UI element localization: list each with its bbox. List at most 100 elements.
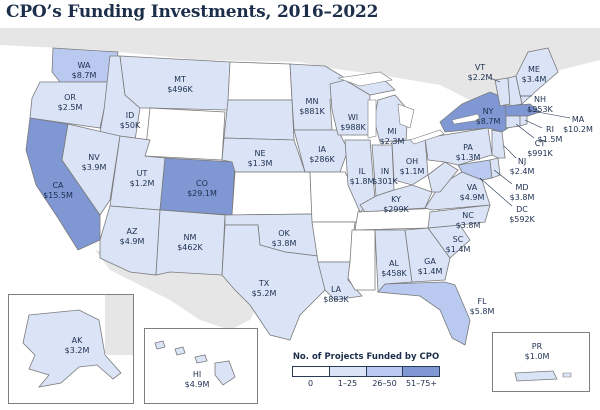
legend-swatch-0 [293, 367, 330, 376]
state-SD [223, 99, 295, 141]
label-NJ: NJ $2.4M [510, 157, 535, 176]
state-TX [221, 224, 326, 341]
legend-label-1: 1–25 [337, 379, 358, 388]
hawaii-map: HI $4.9M [154, 340, 236, 389]
legend-swatch-1 [329, 367, 367, 376]
leader-CT [515, 123, 535, 139]
alaska-inset: AK $3.2M [8, 294, 134, 404]
state-HI-maui [194, 354, 208, 364]
label-SC: SC $1.4M [446, 235, 471, 254]
label-CO: CO $29.1M [187, 179, 217, 198]
hawaii-inset: HI $4.9M [144, 328, 258, 404]
label-WA: WA $8.7M [72, 61, 97, 80]
leader-VT [489, 77, 501, 83]
label-CA: CA $15.5M [43, 181, 73, 200]
label-DC: DC $592K [509, 205, 535, 224]
label-MT: MT $496K [167, 75, 193, 94]
state-AR [311, 221, 356, 263]
puerto-rico-inset: PR $1.0M [492, 332, 590, 392]
label-NM: NM $462K [177, 233, 203, 252]
label-IL: IL $1.8M [350, 167, 375, 186]
legend-bar [292, 366, 440, 377]
label-WI: WI $988K [340, 113, 366, 132]
lake-erie [409, 129, 445, 145]
leader-MA [526, 109, 571, 119]
state-MN [289, 63, 346, 131]
state-HI-kauai [154, 340, 166, 350]
legend-title: No. of Projects Funded by CPO [292, 352, 440, 362]
label-OH: OH $1.1M [400, 157, 425, 176]
label-RI: RI $1.5M [538, 125, 563, 144]
state-NV [61, 123, 121, 216]
lake-michigan [367, 99, 377, 139]
legend-label-0: 0 [307, 379, 314, 388]
label-HI: HI $4.9M [185, 370, 210, 389]
label-VA: VA $4.9M [460, 183, 485, 202]
legend-labels: 0 1–25 26–50 51–75+ [292, 379, 440, 388]
state-IA [293, 129, 349, 173]
label-NH: NH $953K [527, 95, 553, 114]
leader-MD [493, 169, 513, 185]
state-labels: WA $8.7M OR $2.5M CA $15.5M ID $50K NV $3.9M … [43, 61, 593, 316]
label-IN: IN $301K [372, 167, 398, 186]
label-ID: ID $50K [120, 111, 141, 130]
state-MD [457, 159, 493, 181]
state-OR [29, 81, 111, 129]
legend-label-3: 51–75+ [405, 379, 438, 388]
us-map: WA $8.7M OR $2.5M CA $15.5M ID $50K NV $3.9M … [0, 28, 600, 410]
label-AZ: AZ $4.9M [120, 227, 145, 246]
state-HI-big [214, 360, 236, 386]
legend: No. of Projects Funded by CPO 0 1–25 26–… [292, 352, 440, 398]
lake-superior [337, 71, 393, 87]
label-GA: GA $1.4M [418, 257, 443, 276]
state-WY [144, 107, 226, 161]
canada-land [0, 28, 600, 100]
label-MN: MN $881K [299, 97, 325, 116]
label-PR: PR $1.0M [525, 342, 550, 361]
legend-swatch-2 [366, 367, 404, 376]
state-ME [515, 47, 559, 105]
lake-ontario [451, 113, 481, 125]
label-NY: NY $8.7M [476, 107, 501, 126]
label-IA: IA $286K [309, 145, 335, 164]
label-OR: OR $2.5M [58, 93, 83, 112]
state-MA [504, 103, 541, 117]
label-AL: AL $458K [381, 259, 407, 278]
label-CT: CT $991K [527, 139, 553, 158]
label-NC: NC $3.8M [456, 211, 481, 230]
label-MI: MI $2.3M [380, 127, 405, 146]
state-ND [227, 61, 293, 101]
label-AK: AK $3.2M [65, 336, 90, 355]
alaska-map: AK $3.2M [9, 295, 133, 403]
legend-swatch-3 [403, 367, 439, 376]
map-title: CPO’s Funding Investments, 2016–2022 [6, 2, 379, 22]
puerto-rico-map: PR $1.0M [514, 342, 572, 382]
state-HI-oahu [174, 346, 186, 356]
states-layer [25, 47, 559, 346]
label-KY: KY $299K [383, 195, 409, 214]
state-NM [155, 209, 226, 276]
lake-huron [397, 103, 415, 129]
label-PA: PA $1.3M [456, 143, 481, 162]
state-AK [22, 309, 122, 388]
leader-NJ [503, 145, 517, 159]
label-TX: TX $5.2M [252, 279, 277, 298]
leader-DC [479, 177, 513, 207]
legend-label-2: 26–50 [372, 379, 397, 388]
state-WV [427, 161, 459, 193]
canada-land-ak [105, 295, 133, 355]
state-KS [231, 171, 313, 216]
label-NV: NV $3.9M [82, 153, 107, 172]
label-VT: VT $2.2M [468, 63, 493, 82]
state-PR [514, 370, 558, 382]
leader-lines [479, 77, 571, 207]
great-lakes [337, 71, 481, 145]
label-LA: LA $883K [323, 285, 349, 304]
label-UT: UT $1.2M [130, 169, 155, 188]
state-FL [377, 281, 471, 346]
state-RI [519, 115, 528, 127]
state-GA [404, 227, 451, 283]
label-ME: ME $3.4M [522, 65, 547, 84]
state-MS [347, 229, 376, 291]
